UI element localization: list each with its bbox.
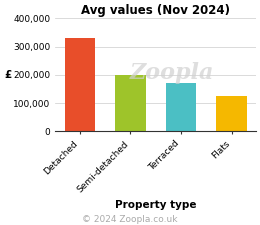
- Title: Avg values (Nov 2024): Avg values (Nov 2024): [81, 4, 230, 17]
- Text: © 2024 Zoopla.co.uk: © 2024 Zoopla.co.uk: [82, 215, 178, 224]
- Bar: [166, 83, 196, 131]
- Bar: [115, 75, 146, 131]
- Bar: [64, 38, 95, 131]
- Bar: [216, 96, 247, 131]
- Y-axis label: £: £: [4, 70, 11, 80]
- X-axis label: Property type: Property type: [115, 200, 196, 209]
- Text: Zoopla: Zoopla: [129, 62, 214, 84]
